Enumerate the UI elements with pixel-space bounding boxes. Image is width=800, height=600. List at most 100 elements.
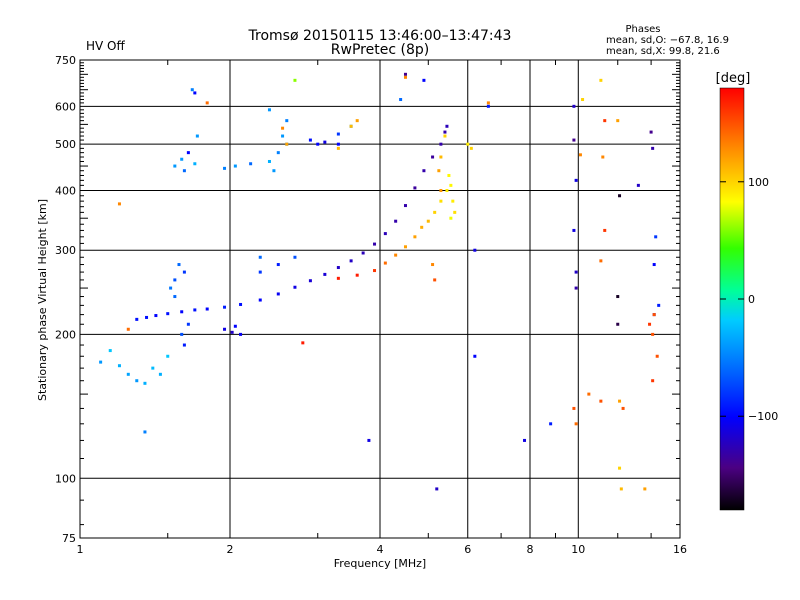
data-point-x	[439, 199, 443, 203]
data-point-x	[336, 276, 340, 280]
colorbar-ticks: 100 0 −100	[720, 176, 778, 423]
data-point-o	[117, 364, 121, 368]
data-point-o	[439, 142, 443, 146]
data-point-x	[205, 101, 209, 105]
data-point-o	[169, 286, 173, 290]
data-point-x	[655, 354, 659, 358]
data-point-o	[223, 166, 227, 170]
data-point-o	[258, 255, 262, 259]
data-point-o	[293, 255, 297, 259]
data-point-o	[616, 295, 620, 299]
data-point-x	[603, 228, 607, 232]
data-point-o	[258, 298, 262, 302]
data-point-x	[466, 142, 470, 146]
data-point-o	[636, 183, 640, 187]
data-point-o	[652, 263, 656, 267]
data-point-x	[439, 188, 443, 192]
data-point-x	[618, 399, 622, 403]
y-tick-label: 300	[55, 244, 76, 257]
data-point-o	[361, 251, 365, 255]
data-point-x	[453, 210, 457, 214]
data-point-o	[435, 487, 439, 491]
data-point-o	[323, 140, 327, 144]
data-point-x	[355, 119, 359, 123]
data-point-x	[449, 183, 453, 187]
data-point-o	[223, 327, 227, 331]
data-point-o	[403, 72, 407, 76]
y-axis-label: Stationary phase Virtual Height [km]	[36, 199, 49, 401]
data-point-o	[143, 430, 147, 434]
data-point-o	[422, 169, 426, 173]
data-point-o	[399, 98, 403, 102]
data-point-x	[486, 101, 490, 105]
data-point-o	[574, 178, 578, 182]
data-point-x	[383, 261, 387, 265]
data-point-o	[572, 138, 576, 142]
data-point-x	[439, 155, 443, 159]
data-point-o	[473, 248, 477, 252]
data-point-o	[616, 322, 620, 326]
data-point-x	[443, 134, 447, 138]
data-point-x	[420, 225, 424, 229]
data-point-o	[145, 315, 149, 319]
y-tick-label: 600	[55, 100, 76, 113]
data-point-o	[336, 132, 340, 136]
data-point-o	[657, 303, 661, 307]
y-tick-label: 100	[55, 472, 76, 485]
data-point-x	[285, 142, 289, 146]
data-point-x	[581, 98, 585, 102]
data-point-o	[654, 235, 658, 239]
data-point-x	[117, 202, 121, 206]
x-tick-label: 6	[464, 543, 471, 556]
data-point-o	[486, 104, 490, 108]
data-point-o	[158, 372, 162, 376]
data-point-o	[285, 119, 289, 123]
data-point-x	[572, 406, 576, 410]
data-point-o	[383, 232, 387, 236]
x-tick-label: 8	[527, 543, 534, 556]
data-point-x	[281, 126, 285, 130]
phase-x-stats: mean, sd,X: 99.8, 21.6	[606, 46, 720, 57]
data-point-o	[233, 164, 237, 168]
data-point-o	[373, 242, 377, 246]
data-point-o	[182, 270, 186, 274]
data-point-o	[193, 91, 197, 95]
data-point-x	[336, 146, 340, 150]
data-point-x	[449, 216, 453, 220]
data-point-o	[173, 278, 177, 282]
x-tick-label: 16	[673, 543, 687, 556]
data-point-x	[394, 253, 398, 257]
data-point-x	[403, 75, 407, 79]
data-point-x	[469, 146, 473, 150]
data-point-o	[166, 354, 170, 358]
data-point-o	[143, 381, 147, 385]
data-point-o	[422, 78, 426, 82]
data-point-o	[281, 134, 285, 138]
data-point-o	[239, 302, 243, 306]
data-point-o	[323, 272, 327, 276]
data-point-x	[433, 278, 437, 282]
data-point-o	[166, 312, 170, 316]
grid-lines	[80, 60, 680, 538]
data-point-o	[413, 186, 417, 190]
x-tick-label: 4	[377, 543, 384, 556]
data-point-o	[618, 194, 622, 198]
y-tick-label: 75	[62, 532, 76, 545]
data-point-o	[249, 162, 253, 166]
data-point-o	[574, 286, 578, 290]
data-point-x	[126, 327, 130, 331]
data-point-o	[293, 285, 297, 289]
data-point-o	[403, 204, 407, 208]
data-point-x	[619, 487, 623, 491]
data-point-o	[205, 307, 209, 311]
data-point-o	[154, 314, 158, 318]
data-point-o	[182, 169, 186, 173]
data-point-x	[451, 199, 455, 203]
data-point-o	[276, 263, 280, 267]
data-point-o	[193, 308, 197, 312]
data-points	[99, 72, 661, 491]
data-point-o	[233, 324, 237, 328]
phases-heading: Phases	[625, 24, 660, 35]
data-point-x	[651, 332, 655, 336]
y-tick-label: 200	[55, 328, 76, 341]
